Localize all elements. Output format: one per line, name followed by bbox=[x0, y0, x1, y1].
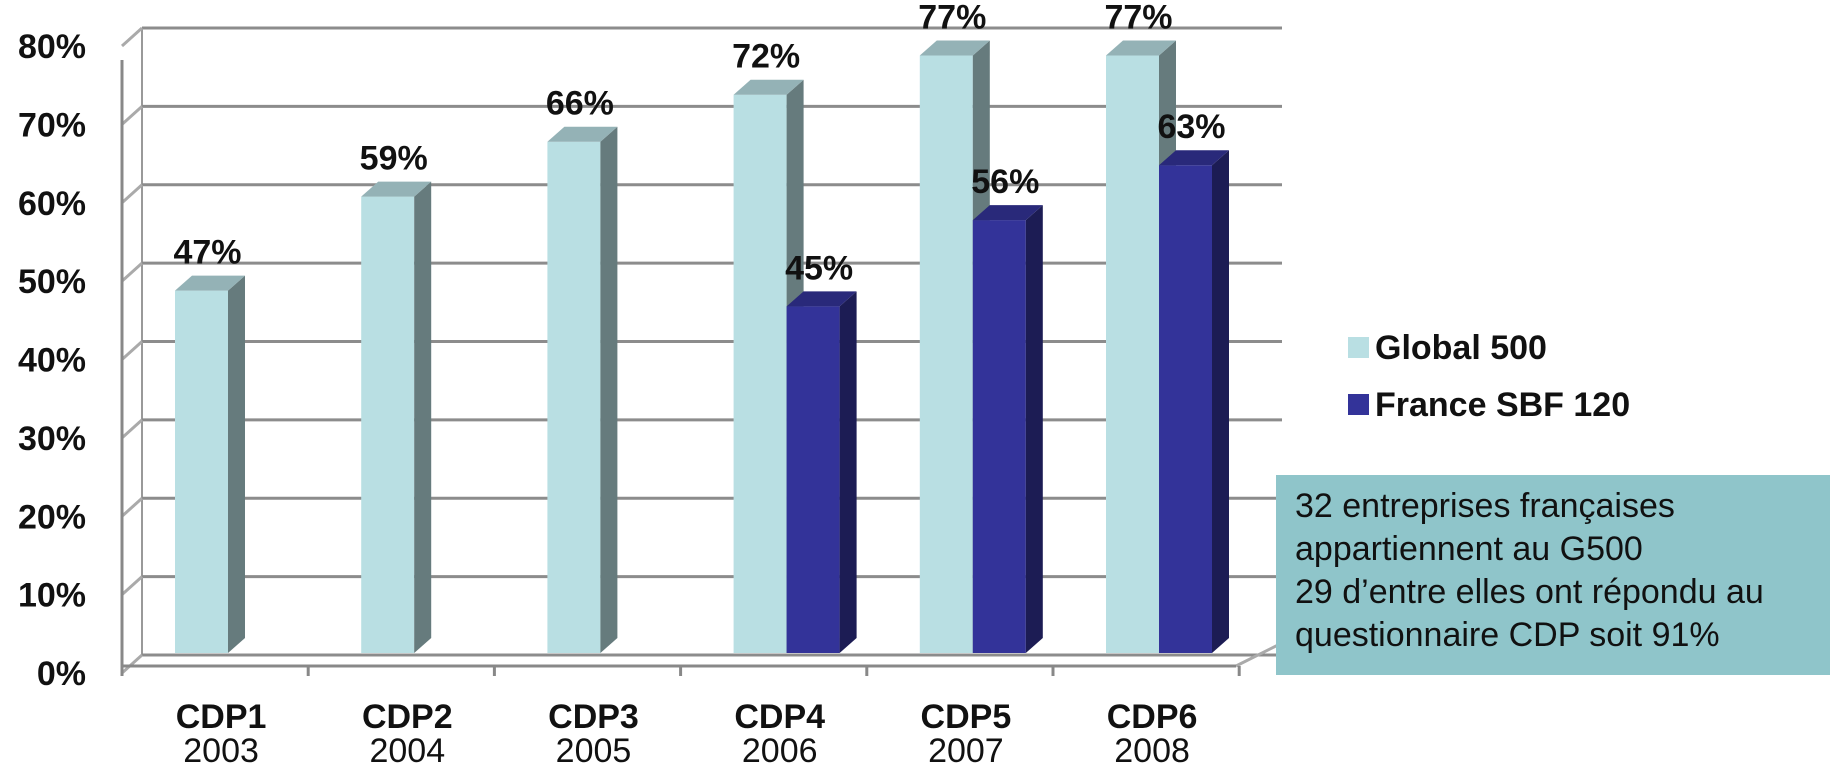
gridline-depth bbox=[120, 418, 144, 439]
bar-side bbox=[228, 275, 245, 653]
year-label: 2005 bbox=[556, 732, 632, 767]
bar-top bbox=[919, 40, 990, 56]
note-line: appartiennent au G500 bbox=[1295, 530, 1643, 568]
bar-top bbox=[361, 181, 432, 197]
legend-swatch bbox=[1348, 394, 1369, 415]
gridline-depth bbox=[120, 340, 144, 361]
category-label: CDP5 bbox=[921, 698, 1012, 736]
bar-top bbox=[1159, 150, 1229, 166]
bar bbox=[972, 220, 1026, 653]
bar bbox=[1159, 165, 1212, 654]
y-tick-label: 70% bbox=[18, 106, 86, 144]
year-label: 2006 bbox=[742, 732, 818, 767]
chart-gridlines bbox=[120, 26, 1283, 675]
y-tick-label: 30% bbox=[18, 420, 86, 458]
bar-side bbox=[839, 291, 857, 653]
note-box: 32 entreprises françaises appartiennent … bbox=[1276, 475, 1830, 675]
year-label: 2008 bbox=[1114, 732, 1190, 767]
category-label: CDP6 bbox=[1107, 698, 1198, 736]
data-label: 47% bbox=[173, 234, 241, 272]
gridline-depth bbox=[120, 183, 144, 204]
y-tick-label: 40% bbox=[18, 342, 86, 380]
category-label: CDP1 bbox=[176, 698, 267, 736]
gridline-depth bbox=[120, 105, 144, 126]
legend-label: France SBF 120 bbox=[1375, 386, 1630, 424]
y-tick-label: 80% bbox=[18, 28, 86, 66]
y-tick-label: 60% bbox=[18, 185, 86, 223]
bar bbox=[733, 94, 787, 653]
data-label: 66% bbox=[546, 85, 614, 123]
bar-top bbox=[1106, 40, 1176, 56]
bar-top bbox=[786, 291, 857, 307]
y-tick-label: 0% bbox=[37, 655, 86, 693]
bar-top bbox=[972, 205, 1043, 221]
gridline-depth bbox=[120, 262, 144, 283]
bar-side bbox=[1212, 150, 1229, 654]
year-label: 2007 bbox=[928, 732, 1004, 767]
year-label: 2003 bbox=[183, 732, 259, 767]
data-label: 56% bbox=[971, 163, 1039, 201]
note-line: 29 d’entre elles ont répondu au bbox=[1295, 573, 1764, 611]
y-tick-label: 10% bbox=[18, 577, 86, 615]
data-label: 45% bbox=[785, 249, 853, 287]
gridline-depth bbox=[120, 653, 144, 675]
bar bbox=[786, 306, 840, 653]
bar bbox=[919, 55, 973, 653]
bar bbox=[547, 141, 601, 653]
y-tick-label: 20% bbox=[18, 498, 86, 536]
gridline-depth bbox=[120, 26, 144, 48]
bar-top bbox=[547, 126, 618, 142]
category-label: CDP3 bbox=[548, 698, 639, 736]
bar bbox=[175, 290, 228, 653]
legend-label: Global 500 bbox=[1375, 329, 1547, 367]
note-line: 32 entreprises françaises bbox=[1295, 487, 1675, 525]
category-label: CDP2 bbox=[362, 698, 453, 736]
chart-bars bbox=[175, 40, 1229, 654]
chart-legend: Global 500 France SBF 120 bbox=[1348, 329, 1630, 424]
data-label: 77% bbox=[1104, 0, 1172, 37]
floor-depth-right bbox=[1235, 641, 1283, 668]
bar-side bbox=[1025, 205, 1043, 653]
y-tick-label: 50% bbox=[18, 263, 86, 301]
gridline-depth bbox=[120, 575, 144, 596]
bar bbox=[1106, 55, 1159, 653]
legend-swatch bbox=[1348, 337, 1369, 358]
bar bbox=[361, 196, 415, 653]
data-label: 63% bbox=[1157, 108, 1225, 146]
bar-side bbox=[414, 181, 432, 653]
data-label: 59% bbox=[360, 140, 428, 178]
bar-side bbox=[600, 126, 618, 654]
data-label: 77% bbox=[918, 0, 986, 37]
gridline-depth bbox=[120, 497, 144, 518]
bar-top bbox=[175, 275, 245, 291]
chart-axes bbox=[120, 60, 1241, 676]
data-label: 72% bbox=[732, 38, 800, 76]
year-label: 2004 bbox=[369, 732, 445, 767]
bar-top bbox=[733, 79, 804, 95]
category-label: CDP4 bbox=[734, 698, 825, 736]
note-line: questionnaire CDP soit 91% bbox=[1295, 616, 1720, 654]
